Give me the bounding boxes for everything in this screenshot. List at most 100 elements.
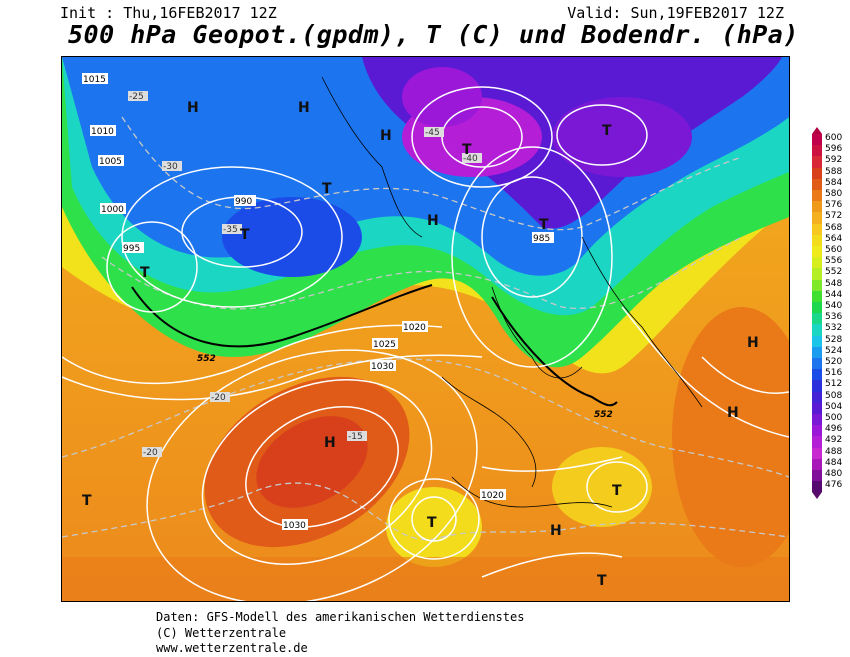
- scale-step: 496: [812, 424, 848, 437]
- coastlines: [321, 76, 703, 508]
- pressure-label: 985: [533, 234, 550, 244]
- scale-label: 488: [825, 446, 843, 457]
- temp-label: -15: [348, 432, 363, 442]
- pressure-label: 1010: [91, 127, 114, 137]
- scale-label: 520: [825, 357, 843, 367]
- scale-label: 516: [825, 368, 843, 379]
- scale-step: 484: [812, 457, 848, 470]
- scale-swatch: [812, 290, 822, 302]
- pressure-label: 1015: [83, 75, 106, 85]
- scale-step: 576: [812, 200, 848, 213]
- map-title: 500 hPa Geopot.(gpdm), T (C) und Bodendr…: [68, 20, 799, 49]
- low-center: T: [612, 483, 622, 499]
- scale-step: 476: [812, 480, 848, 493]
- scale-swatch: [812, 302, 822, 314]
- scale-step: 596: [812, 144, 848, 157]
- scale-swatch: [812, 279, 822, 291]
- high-center: H: [298, 100, 310, 116]
- temp-label: -20: [211, 393, 226, 403]
- temp-label: -25: [129, 92, 144, 102]
- pressure-label: 1005: [99, 157, 122, 167]
- temp-label: -40: [463, 154, 478, 164]
- scale-label: 556: [825, 256, 843, 267]
- weather-map: 1015 1010 1005 1000 995 990 1020 1025 10…: [61, 56, 790, 602]
- scale-swatch: [812, 201, 822, 213]
- scale-bottom-arrow-icon: [812, 492, 822, 500]
- low-center: T: [602, 123, 612, 139]
- scale-label: 600: [825, 133, 843, 143]
- scale-label: 484: [825, 457, 843, 468]
- low-center: T: [597, 573, 607, 589]
- temp-label: -35: [223, 225, 238, 235]
- pressure-label: 1000: [101, 205, 124, 215]
- scale-swatch: [812, 346, 822, 358]
- scale-swatch: [812, 425, 822, 437]
- scale-step: 508: [812, 391, 848, 403]
- scale-label: 524: [825, 345, 843, 356]
- scale-swatch: [812, 223, 822, 235]
- scale-swatch: [812, 234, 822, 246]
- scale-label: 568: [825, 222, 843, 233]
- pressure-label: 990: [235, 197, 252, 207]
- scale-step: 552: [812, 267, 848, 280]
- scale-label: 584: [825, 177, 843, 188]
- scale-swatch: [812, 313, 822, 325]
- scale-step: 572: [812, 211, 848, 224]
- scale-swatch: [812, 167, 822, 179]
- scale-swatch: [812, 324, 822, 336]
- low-center: T: [240, 227, 250, 243]
- scale-step: 592: [812, 155, 848, 168]
- scale-step: 600: [812, 133, 848, 146]
- high-center: H: [380, 128, 392, 144]
- scale-swatch: [812, 190, 822, 202]
- scale-label: 480: [825, 469, 843, 479]
- scale-label: 592: [825, 155, 843, 166]
- scale-label: 500: [825, 413, 843, 423]
- footer-url: www.wetterzentrale.de: [156, 641, 308, 655]
- scale-swatch: [812, 380, 822, 392]
- height-label: 552: [594, 410, 613, 420]
- low-center: T: [427, 515, 437, 531]
- scale-swatch: [812, 369, 822, 381]
- scale-swatch: [812, 268, 822, 280]
- scale-label: 512: [825, 379, 843, 390]
- scale-label: 572: [825, 211, 843, 222]
- scale-label: 564: [825, 233, 843, 244]
- temp-label: -30: [163, 162, 178, 172]
- valid-time: Valid: Sun,19FEB2017 12Z: [567, 4, 784, 22]
- scale-label: 596: [825, 144, 843, 155]
- pressure-label: 1020: [403, 323, 426, 333]
- low-center: T: [539, 217, 549, 233]
- scale-swatch: [812, 447, 822, 459]
- high-center: H: [187, 100, 199, 116]
- high-center: H: [747, 335, 759, 351]
- scale-step: 564: [812, 233, 848, 246]
- scale-swatch: [812, 436, 822, 448]
- scale-step: 548: [812, 278, 848, 291]
- scale-step: 560: [812, 245, 848, 258]
- scale-label: 504: [825, 401, 843, 412]
- low-center: T: [462, 142, 472, 158]
- pressure-label: 995: [123, 244, 140, 254]
- contour-552: [131, 284, 618, 407]
- scale-step: 588: [812, 167, 848, 179]
- pressure-label: 1030: [371, 362, 394, 372]
- scale-swatch: [812, 335, 822, 347]
- scale-step: 500: [812, 413, 848, 426]
- footer-data-source: Daten: GFS-Modell des amerikanischen Wet…: [156, 610, 525, 624]
- scale-swatch: [812, 246, 822, 258]
- low-center: T: [140, 265, 150, 281]
- scale-swatch: [812, 257, 822, 269]
- height-label: 552: [197, 354, 216, 364]
- scale-label: 548: [825, 278, 843, 289]
- high-center: H: [727, 405, 739, 421]
- high-center: H: [324, 435, 336, 451]
- temp-label: -45: [425, 128, 440, 138]
- scale-step: 532: [812, 323, 848, 336]
- scale-label: 476: [825, 480, 843, 491]
- scale-swatch: [812, 156, 822, 168]
- pressure-label: 1025: [373, 340, 396, 350]
- pressure-label: 1030: [283, 521, 306, 531]
- scale-step: 536: [812, 312, 848, 325]
- scale-label: 496: [825, 424, 843, 435]
